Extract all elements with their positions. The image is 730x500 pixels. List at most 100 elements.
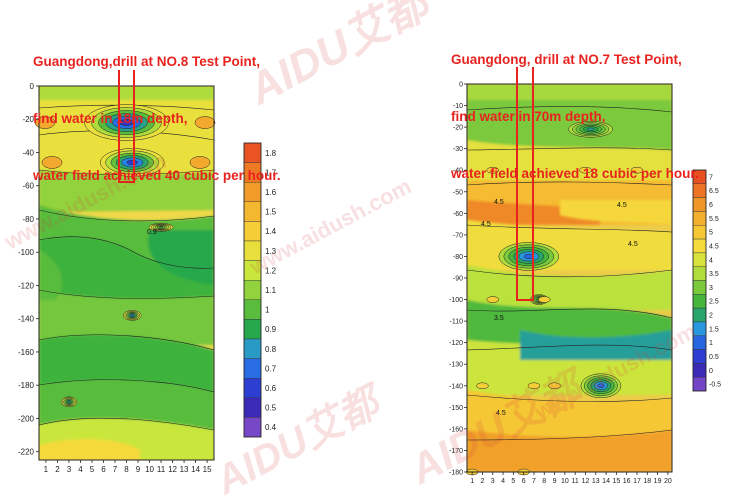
left-colorbar-swatch xyxy=(243,201,262,222)
left-anomaly-ring xyxy=(67,400,71,403)
right-colorbar-swatch xyxy=(692,363,707,378)
left-y-tick-label: -60 xyxy=(22,182,34,191)
right-colorbar-label: 6 xyxy=(709,202,713,209)
right-x-tick-label: 13 xyxy=(592,478,600,485)
right-contour-lines xyxy=(467,106,672,441)
right-colorbar-label: 4 xyxy=(709,257,713,264)
right-contour-line xyxy=(467,308,672,319)
watermark-brand: AIDU艾都 xyxy=(208,377,393,500)
right-colorbar-label: 6.5 xyxy=(709,188,719,195)
right-x-tick-label: 10 xyxy=(561,478,569,485)
left-colorbar-label: 1.5 xyxy=(265,208,277,217)
right-y-tick-label: -170 xyxy=(449,448,463,455)
left-colorbar-label: 1.3 xyxy=(265,247,277,256)
right-colorbar-swatch xyxy=(692,211,707,226)
left-anomaly-ring xyxy=(189,156,211,169)
right-x-tick-label: 18 xyxy=(643,478,651,485)
right-anomaly-ring xyxy=(586,127,595,131)
left-anomaly-ring xyxy=(130,314,135,317)
right-x-tick-label: 8 xyxy=(542,478,546,485)
left-colorbar-label: 0.7 xyxy=(265,364,277,373)
left-y-tick-label: -20 xyxy=(22,115,34,124)
right-contour-label-group: 4.5 4.5 4.5 4.5 3.5 4.5 xyxy=(481,199,638,417)
right-colorbar-swatch xyxy=(692,252,707,267)
right-contour-line xyxy=(467,147,672,151)
right-anomaly-ring xyxy=(486,296,500,303)
left-colorbar-swatch xyxy=(243,299,262,320)
left-colorbar-swatch xyxy=(243,221,262,242)
left-x-tick-label: 11 xyxy=(157,465,166,474)
left-color-zone xyxy=(39,334,214,395)
right-x-tick-label: 6 xyxy=(522,478,526,485)
right-y-tick-label: -140 xyxy=(449,383,463,390)
right-caption: Guangdong, drill at NO.7 Test Point, fin… xyxy=(451,12,699,202)
right-anomaly-ring xyxy=(486,166,500,174)
left-y-tick-label: -140 xyxy=(18,315,35,324)
right-y-tick-label: -90 xyxy=(453,276,463,283)
right-contour-line xyxy=(467,394,672,402)
left-x-tick-label: 4 xyxy=(78,465,83,474)
left-anomalies xyxy=(34,104,216,408)
right-colorbar-swatch xyxy=(692,376,707,392)
right-anomaly-ring xyxy=(630,166,644,174)
left-contour-line xyxy=(39,236,214,269)
left-colorbar-label: 1.6 xyxy=(265,188,277,197)
right-colorbar-swatch xyxy=(692,266,707,281)
right-colorbar-label: 7 xyxy=(709,174,713,181)
right-colorbar-swatch xyxy=(692,225,707,240)
right-anomaly-ring xyxy=(548,382,561,390)
left-anomaly-ring xyxy=(34,116,56,129)
right-color-zone xyxy=(467,100,672,150)
left-caption-line: Guangdong,drill at NO.8 Test Point, xyxy=(33,54,261,69)
left-x-tick-label: 14 xyxy=(191,465,200,474)
left-y-tick-label: -120 xyxy=(18,281,35,290)
left-x-tick-label: 1 xyxy=(44,465,49,474)
right-x-tick-label: 12 xyxy=(582,478,590,485)
right-x-tick-label: 20 xyxy=(664,478,672,485)
right-x-tick-label: 14 xyxy=(602,478,610,485)
right-y-tick-label: -80 xyxy=(453,254,463,261)
right-colorbar-label: 0 xyxy=(709,368,713,375)
right-y-tick-label: -160 xyxy=(449,426,463,433)
left-contour-line xyxy=(39,417,214,431)
right-contour-label: 4.5 xyxy=(496,410,506,417)
right-colorbar-label: 5.5 xyxy=(709,216,719,223)
left-color-zone xyxy=(39,250,63,300)
left-colorbar-label: 1.1 xyxy=(265,286,277,295)
right-y-axis: 0 -10 -20 -30 -40 -50 -60 -70 -80 -90 -100 -110 -120… xyxy=(449,82,467,477)
left-colorbar-label: 1.4 xyxy=(265,227,277,236)
right-colorbar-label: 2 xyxy=(709,313,713,320)
left-colorbar-label: 1.7 xyxy=(265,168,277,177)
right-colorbar-label: 4.5 xyxy=(709,243,719,250)
left-drill-marker xyxy=(118,70,135,183)
right-anomaly-ring xyxy=(527,382,541,390)
left-color-zone xyxy=(39,379,214,430)
right-x-tick-label: 11 xyxy=(572,478,579,485)
right-x-tick-label: 5 xyxy=(511,478,515,485)
right-x-tick-label: 1 xyxy=(470,478,474,485)
left-contour-line xyxy=(39,334,214,351)
right-y-tick-label: -30 xyxy=(453,146,463,153)
left-anomaly-ring xyxy=(194,116,216,129)
left-caption-line: find water in 18m depth, xyxy=(33,111,188,126)
right-anomaly-ring xyxy=(579,166,592,174)
left-colorbar-frame xyxy=(243,142,262,438)
right-y-tick-label: -40 xyxy=(453,168,463,175)
left-colorbar-label: 1.2 xyxy=(265,266,277,275)
right-x-tick-label: 4 xyxy=(501,478,505,485)
left-colorbar-label: 0.5 xyxy=(265,404,277,413)
right-colorbar-frame xyxy=(692,169,707,392)
right-x-tick-label: 2 xyxy=(480,478,484,485)
left-contour-label: 0.9 xyxy=(147,229,157,236)
left-y-tick-label: -100 xyxy=(18,248,35,257)
right-caption-line: Guangdong, drill at NO.7 Test Point, xyxy=(451,52,682,67)
right-contour-line xyxy=(467,429,672,441)
right-contour-label: 3.5 xyxy=(494,315,504,322)
left-color-zone xyxy=(39,438,140,460)
left-x-tick-label: 8 xyxy=(124,465,129,474)
right-contour-line xyxy=(467,106,672,113)
right-color-zone xyxy=(467,265,672,310)
left-colorbar: 1.8 1.7 1.6 1.5 1.4 1.3 1.2 1.1 1 0.9 0.8 0.7 0.6 0.5… xyxy=(243,142,277,438)
left-colorbar-swatch xyxy=(243,319,262,340)
right-y-tick-label: -20 xyxy=(453,125,463,132)
